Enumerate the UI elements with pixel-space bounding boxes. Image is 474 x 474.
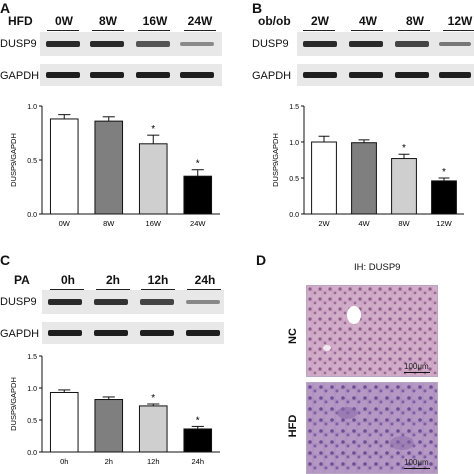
ih-title: IH: DUSP9 <box>354 262 401 273</box>
lane-label-b-0: 2W <box>311 14 329 28</box>
significance-marker: * <box>196 415 200 426</box>
lane-line <box>92 30 124 31</box>
x-tick-label: 4W <box>358 219 370 228</box>
blot-row-label-b-dusp9: DUSP9 <box>252 38 289 50</box>
x-tick-label: 0h <box>60 457 68 466</box>
significance-marker: * <box>151 124 155 135</box>
bar <box>94 399 124 453</box>
y-tick-label: 1.0 <box>27 104 37 111</box>
y-axis-label: DUSP9/GAPDH <box>271 133 280 187</box>
y-tick-label: 1.5 <box>27 354 37 361</box>
lane-label-c-1: 2h <box>105 273 120 287</box>
lane-label-b-2: 8W <box>406 14 424 28</box>
blot-row-label-a-dusp9: DUSP9 <box>0 38 37 50</box>
condition-label-b: ob/ob <box>258 14 291 28</box>
lane-label-a-0: 0W <box>55 14 73 28</box>
lane-line <box>96 289 130 290</box>
bar-chart-b: 0.0 0.5 1.0 1.5 DUSP9/GAPDH 2W 4W * 8W * 12W <box>271 104 464 228</box>
x-tick-label: 2W <box>318 219 330 228</box>
y-tick-label: 1.0 <box>27 386 37 393</box>
x-tick-label: 24h <box>191 457 204 466</box>
x-tick-label: 2h <box>105 457 113 466</box>
lane-label-c-2: 12h <box>147 273 169 287</box>
western-blot-b-dusp9 <box>297 32 474 56</box>
y-tick-label: 0.5 <box>27 158 37 165</box>
x-tick-label: 12h <box>147 457 160 466</box>
x-tick-label: 8W <box>103 219 115 228</box>
scale-bar-label-hfd: 100μm <box>404 458 429 467</box>
blot-row-label-c-gapdh: GAPDH <box>0 328 40 340</box>
western-blot-a-dusp9 <box>40 32 222 56</box>
ih-image-hfd <box>306 382 438 474</box>
y-tick-label: 0.5 <box>289 176 299 183</box>
lane-label-b-3: 12W <box>447 14 473 28</box>
lane-line <box>351 30 383 31</box>
lane-line <box>184 30 216 31</box>
x-tick-label: 12W <box>436 219 452 228</box>
bar <box>49 391 79 453</box>
x-tick-label: 0W <box>59 219 71 228</box>
y-axis-label: DUSP9/GAPDH <box>9 133 18 187</box>
y-tick-label: 0.5 <box>27 418 37 425</box>
significance-marker: * <box>402 143 406 154</box>
ih-row-label-nc: NC <box>287 328 299 344</box>
bar <box>351 142 377 215</box>
panel-letter-d: D <box>256 252 267 268</box>
y-tick-label: 0.0 <box>289 212 299 219</box>
lane-label-a-3: 24W <box>187 14 213 28</box>
lane-line <box>47 30 79 31</box>
lane-line <box>138 30 170 31</box>
bar <box>94 120 124 215</box>
panel-letter-b: B <box>252 0 263 16</box>
x-tick-label: 24W <box>190 219 206 228</box>
bar <box>138 143 168 215</box>
x-tick-label: 16W <box>146 219 162 228</box>
lane-line <box>443 30 474 31</box>
condition-label-c: PA <box>14 273 30 287</box>
bar <box>391 158 417 215</box>
bar-chart-a: 0.0 0.5 1.0 DUSP9/GAPDH 0W 8W * 16W * 24W <box>9 104 220 228</box>
lane-line <box>187 289 221 290</box>
western-blot-c-gapdh <box>42 322 224 344</box>
western-blot-a-gapdh <box>40 64 222 86</box>
lane-line <box>50 289 84 290</box>
lane-line <box>398 30 430 31</box>
significance-marker: * <box>151 393 155 404</box>
y-tick-label: 0.0 <box>27 450 37 457</box>
scale-bar-hfd <box>404 468 430 469</box>
scale-bar-nc <box>404 372 430 373</box>
lane-label-a-2: 16W <box>142 14 168 28</box>
blot-row-label-c-dusp9: DUSP9 <box>0 296 37 308</box>
blot-row-label-b-gapdh: GAPDH <box>252 70 292 82</box>
condition-label-a: HFD <box>8 14 33 28</box>
x-tick-label: 8W <box>398 219 410 228</box>
blot-row-label-a-gapdh: GAPDH <box>0 70 40 82</box>
panel-letter-c: C <box>0 252 11 268</box>
bar <box>49 118 79 215</box>
lane-line <box>303 30 335 31</box>
lane-label-a-1: 8W <box>99 14 117 28</box>
ih-row-label-hfd: HFD <box>287 414 299 438</box>
ih-image-nc <box>306 285 438 377</box>
scale-bar-label-nc: 100μm <box>404 362 429 371</box>
bar <box>311 141 337 215</box>
western-blot-c-dusp9 <box>42 290 224 314</box>
lane-line <box>141 289 175 290</box>
y-tick-label: 1.0 <box>289 140 299 147</box>
y-tick-label: 1.5 <box>289 104 299 111</box>
bar <box>183 175 213 215</box>
lane-label-c-0: 0h <box>60 273 75 287</box>
y-tick-label: 0.0 <box>27 212 37 219</box>
y-axis-label: DUSP9/GAPDH <box>9 377 18 431</box>
lane-label-b-1: 4W <box>359 14 377 28</box>
bar <box>431 180 457 215</box>
bar-chart-c: 0.0 0.5 1.0 1.5 DUSP9/GAPDH 0h 2h * 12h * 24h <box>9 354 220 466</box>
panel-letter-a: A <box>0 0 11 16</box>
lane-label-c-3: 24h <box>194 273 216 287</box>
significance-marker: * <box>442 167 446 178</box>
bar <box>183 428 213 453</box>
bar <box>138 405 168 453</box>
significance-marker: * <box>196 159 200 170</box>
western-blot-b-gapdh <box>297 64 474 86</box>
